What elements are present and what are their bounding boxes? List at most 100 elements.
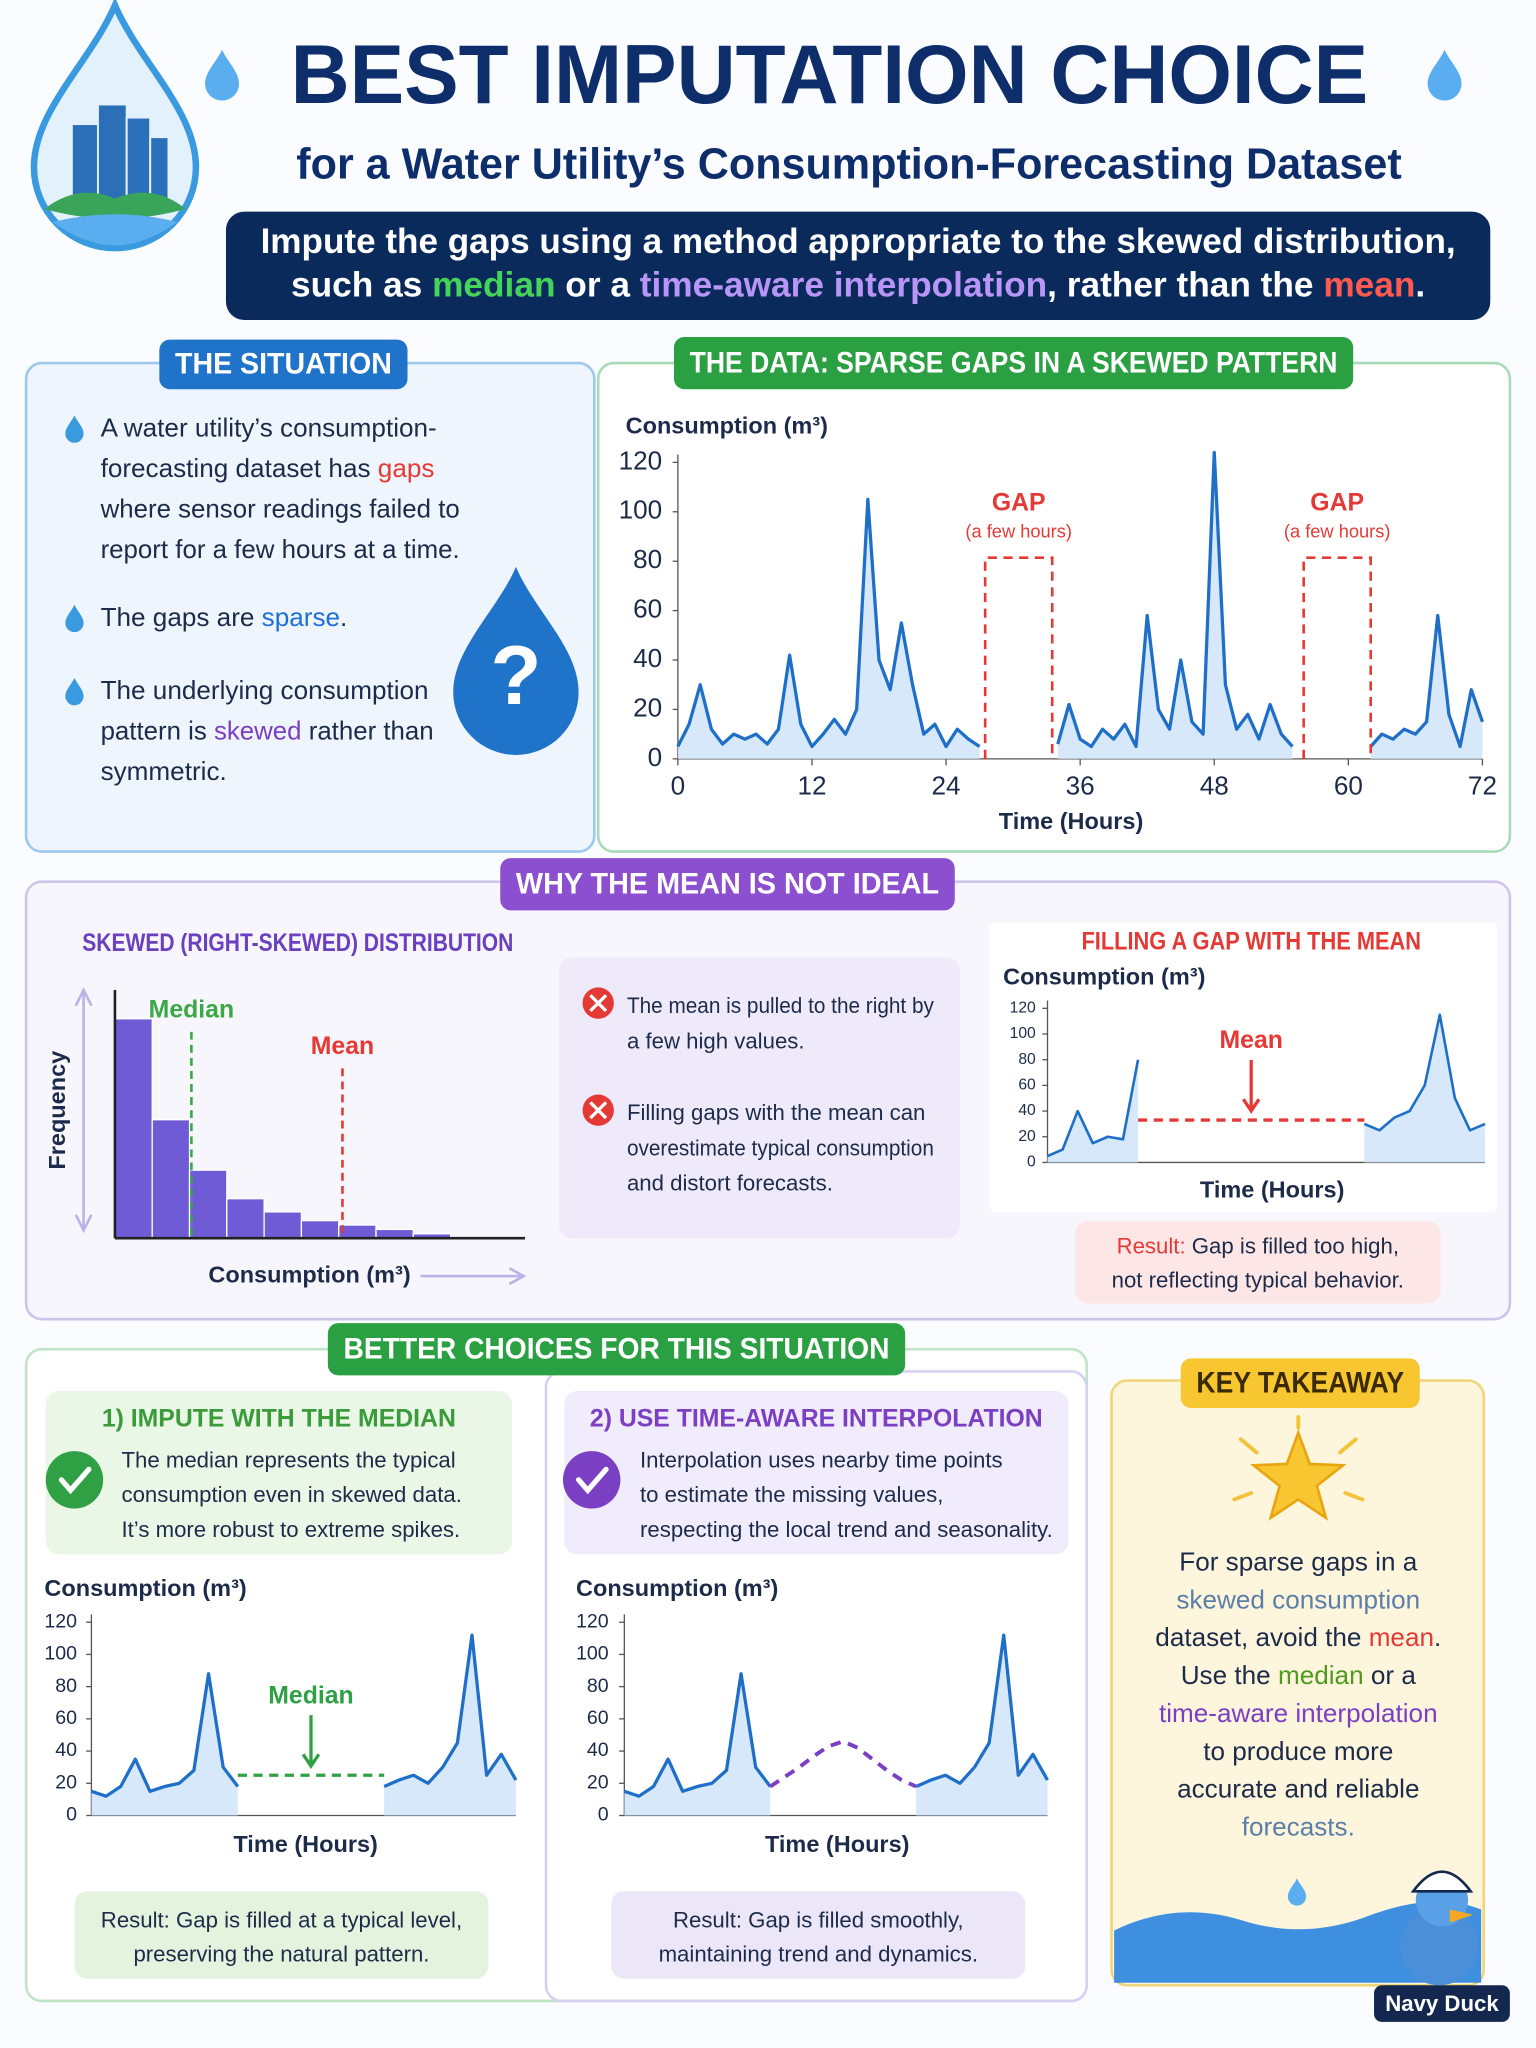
takeaway-line: Use the median or a bbox=[1181, 1660, 1417, 1690]
line bbox=[1056, 450, 1294, 749]
y-tick-label: 80 bbox=[633, 544, 662, 574]
histogram-title: SKEWED (RIGHT-SKEWED) DISTRIBUTION bbox=[82, 930, 513, 957]
line bbox=[623, 1672, 772, 1798]
check-icon bbox=[562, 1451, 621, 1509]
result-line: Result: Gap is filled too high, bbox=[1117, 1233, 1399, 1258]
check-mark bbox=[58, 1466, 92, 1495]
histogram-bar bbox=[338, 1224, 377, 1239]
section-pill bbox=[673, 336, 1354, 390]
check-icon bbox=[45, 1451, 104, 1509]
x-tick-label: 60 bbox=[1334, 770, 1363, 800]
gap-label: GAP bbox=[992, 490, 1046, 517]
question-icon: ? bbox=[490, 628, 541, 722]
marker-label: Median bbox=[149, 996, 234, 1023]
histogram-bar bbox=[375, 1228, 414, 1239]
gap-box bbox=[983, 556, 1054, 759]
y-tick-label: 120 bbox=[576, 1610, 609, 1632]
bullet-line: report for a few hours at a time. bbox=[101, 534, 460, 564]
y-tick-label: 100 bbox=[619, 495, 663, 525]
text-segment: such as bbox=[291, 266, 432, 305]
y-tick-label: 80 bbox=[587, 1675, 609, 1697]
y-tick-label: 40 bbox=[1018, 1102, 1036, 1119]
histogram-bar bbox=[226, 1198, 265, 1239]
histogram-bar bbox=[114, 1018, 153, 1239]
area bbox=[1364, 1014, 1486, 1163]
greenery-icon bbox=[44, 192, 186, 219]
text-segment: . bbox=[1415, 266, 1425, 305]
area bbox=[624, 1673, 771, 1816]
y-tick-label: 60 bbox=[633, 594, 662, 624]
reasons-box bbox=[559, 957, 960, 1239]
building-icon bbox=[149, 136, 170, 204]
text-segment: mean bbox=[1323, 266, 1415, 305]
result-line: maintaining trend and dynamics. bbox=[659, 1941, 978, 1966]
option-line: Interpolation uses nearby time points bbox=[640, 1447, 1003, 1472]
arrow bbox=[1242, 1059, 1261, 1114]
text-segment: or a bbox=[556, 266, 640, 305]
result-line: Result: Gap is filled smoothly, bbox=[673, 1907, 964, 1932]
bullet-line: A water utility’s consumption- bbox=[101, 413, 437, 443]
area bbox=[384, 1635, 516, 1816]
arrow bbox=[301, 1715, 321, 1770]
text-segment: overestimate typical consumption bbox=[627, 1135, 934, 1160]
line bbox=[90, 1672, 240, 1798]
text-segment: time-aware interpolation bbox=[1159, 1698, 1438, 1728]
text-segment: Filling gaps with the mean can bbox=[627, 1100, 925, 1125]
text-segment: pattern is bbox=[101, 716, 214, 746]
x-tick-label: 0 bbox=[671, 770, 686, 800]
text-segment: median bbox=[432, 266, 555, 305]
reason-line: The mean is pulled to the right by bbox=[627, 993, 935, 1018]
option-line: consumption even in skewed data. bbox=[121, 1482, 461, 1507]
option-title: 2) USE TIME-AWARE INTERPOLATION bbox=[590, 1405, 1043, 1432]
y-tick-label: 60 bbox=[55, 1707, 77, 1729]
section-pill bbox=[159, 339, 408, 390]
main-title: BEST IMPUTATION CHOICE bbox=[291, 27, 1369, 121]
text-segment: time-aware interpolation bbox=[640, 266, 1047, 305]
brand-badge bbox=[1374, 1985, 1510, 2022]
reason-line: Filling gaps with the mean can bbox=[627, 1100, 925, 1125]
drop-icon bbox=[453, 566, 579, 755]
text-segment: The underlying consumption bbox=[101, 675, 429, 705]
drop-icon bbox=[1427, 49, 1462, 101]
text-segment: mean bbox=[1369, 1622, 1434, 1652]
reason-line: a few high values. bbox=[627, 1028, 805, 1053]
banner bbox=[225, 211, 1491, 320]
text-segment: . bbox=[340, 602, 347, 632]
text-segment: or a bbox=[1364, 1660, 1417, 1690]
text-segment: sparse bbox=[262, 602, 340, 632]
line bbox=[915, 1633, 1049, 1789]
line bbox=[1046, 1059, 1140, 1158]
area bbox=[91, 1673, 238, 1816]
x-tick-label: 36 bbox=[1066, 770, 1095, 800]
text-segment: consumption even in skewed data. bbox=[121, 1482, 461, 1507]
y-tick-label: 0 bbox=[648, 742, 663, 772]
star-ray bbox=[1338, 1437, 1358, 1455]
section-title: THE SITUATION bbox=[175, 348, 392, 381]
takeaway-line: to produce more bbox=[1203, 1736, 1393, 1766]
text-segment: The median represents the typical bbox=[121, 1447, 455, 1472]
text-segment: symmetric. bbox=[101, 756, 227, 786]
y-tick-label: 20 bbox=[587, 1771, 609, 1793]
check-mark bbox=[576, 1466, 609, 1495]
section-pill bbox=[500, 858, 955, 911]
takeaway-line: skewed consumption bbox=[1176, 1584, 1420, 1614]
bullet-line: The gaps are sparse. bbox=[101, 602, 348, 632]
y-axis-label: Consumption (m³) bbox=[44, 1575, 246, 1601]
duck-body bbox=[1400, 1906, 1479, 1986]
line bbox=[1363, 1013, 1486, 1132]
marker-label: Mean bbox=[311, 1033, 374, 1060]
y-tick-label: 0 bbox=[66, 1804, 77, 1826]
histogram-bar bbox=[263, 1211, 303, 1239]
text-segment: accurate and reliable bbox=[1177, 1774, 1419, 1804]
y-tick-label: 120 bbox=[619, 445, 663, 475]
y-tick-label: 0 bbox=[1027, 1154, 1036, 1171]
y-tick-label: 20 bbox=[55, 1771, 77, 1793]
reason-line: overestimate typical consumption bbox=[627, 1135, 934, 1160]
text-segment: and distort forecasts. bbox=[627, 1171, 833, 1196]
text-segment: a few high values. bbox=[627, 1028, 805, 1053]
text-segment: rather than bbox=[302, 716, 434, 746]
result-box bbox=[1074, 1221, 1441, 1304]
option-line: The median represents the typical bbox=[121, 1447, 455, 1472]
banner-line: such as median or a time-aware interpola… bbox=[291, 266, 1425, 305]
section-pill bbox=[327, 1323, 906, 1376]
